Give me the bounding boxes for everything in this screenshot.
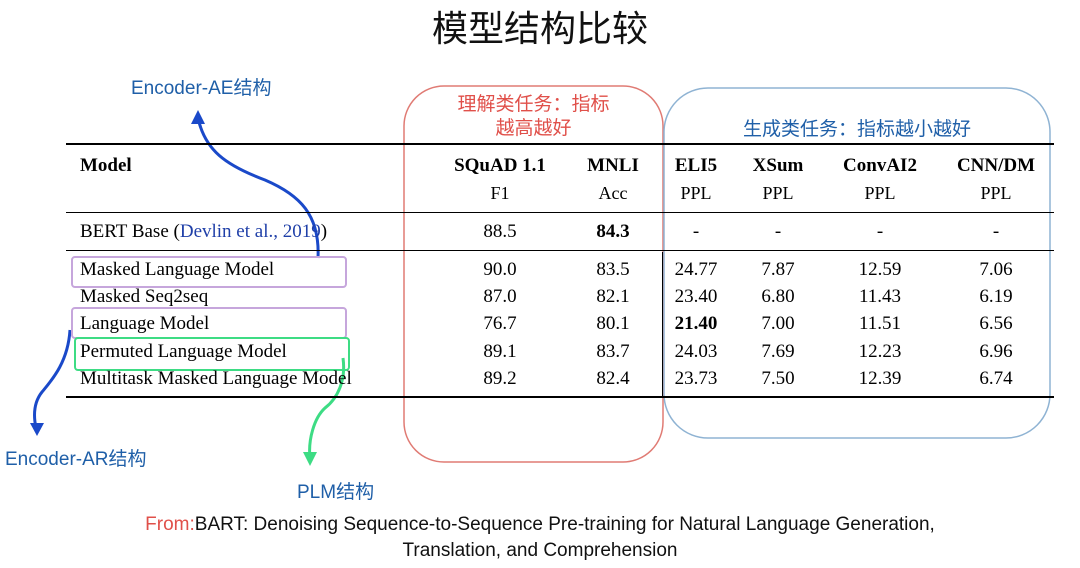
header-squad: SQuAD 1.1	[454, 155, 546, 176]
row-eli5: 23.40	[674, 286, 718, 307]
row-convai2: 11.43	[858, 286, 902, 307]
row-xsum: 7.00	[761, 313, 795, 334]
row-convai2: 12.39	[858, 368, 902, 389]
row-model: Permuted Language Model	[80, 341, 287, 362]
row-squad: 89.2	[483, 368, 517, 389]
header-convai2-metric: PPL	[864, 183, 896, 203]
understanding-label-line1: 理解类任务：指标	[457, 94, 610, 115]
plm-label: PLM结构	[297, 482, 375, 503]
encoder-ar-label: Encoder-AR结构	[5, 449, 147, 470]
citation-title-line1: BART: Denoising Sequence-to-Sequence Pre…	[194, 514, 935, 535]
row-xsum: 7.69	[761, 341, 795, 362]
row-model: Language Model	[80, 313, 210, 334]
encoder-ae-arrowhead	[191, 110, 205, 124]
baseline-model-prefix: BERT Base (	[80, 221, 180, 242]
row-squad: 87.0	[483, 286, 517, 307]
row-convai2: 12.23	[858, 341, 902, 362]
citation-from: From:	[145, 514, 195, 535]
encoder-ae-label: Encoder-AE结构	[131, 78, 272, 99]
citation: From:BART: Denoising Sequence-to-Sequenc…	[0, 512, 1080, 564]
encoder-ae-arrow	[196, 117, 320, 259]
table-header-rule	[66, 212, 1054, 213]
encoder-ar-arrow	[32, 329, 72, 429]
header-mnli: MNLI	[587, 155, 639, 176]
row-eli5: 21.40	[674, 313, 718, 334]
row-cnndm: 6.96	[979, 341, 1013, 362]
header-model: Model	[80, 155, 132, 176]
header-xsum: XSum	[752, 155, 804, 176]
baseline-mnli: 84.3	[596, 221, 630, 242]
row-convai2: 12.59	[858, 259, 902, 280]
row-model: Masked Seq2seq	[80, 286, 209, 307]
row-xsum: 7.50	[761, 368, 795, 389]
header-cnndm: CNN/DM	[956, 155, 1036, 176]
row-model: Multitask Masked Language Model	[80, 368, 352, 389]
row-eli5: 24.77	[674, 259, 718, 280]
header-xsum-metric: PPL	[762, 183, 794, 203]
understanding-label: 理解类任务：指标 越高越好	[404, 93, 663, 141]
row-cnndm: 6.74	[979, 368, 1013, 389]
header-squad-metric: F1	[490, 183, 510, 203]
plm-highlight-box	[74, 337, 350, 371]
table-column-separator	[662, 252, 663, 396]
row-model: Masked Language Model	[80, 259, 275, 280]
row-mnli: 82.4	[596, 368, 630, 389]
baseline-xsum: -	[774, 221, 782, 242]
baseline-model: BERT Base (Devlin et al., 2019)	[80, 221, 327, 243]
citation-line1: From:BART: Denoising Sequence-to-Sequenc…	[0, 512, 1080, 538]
table-top-rule	[66, 143, 1054, 145]
understanding-label-line2: 越高越好	[495, 118, 572, 139]
row-mnli: 83.7	[596, 341, 630, 362]
baseline-convai2: -	[876, 221, 884, 242]
row-eli5: 23.73	[674, 368, 718, 389]
understanding-region	[403, 85, 664, 463]
row-xsum: 6.80	[761, 286, 795, 307]
row-xsum: 7.87	[761, 259, 795, 280]
baseline-cnndm: -	[992, 221, 1000, 242]
header-cnndm-metric: PPL	[980, 183, 1012, 203]
row-cnndm: 6.56	[979, 313, 1013, 334]
generation-region	[663, 87, 1051, 439]
header-mnli-metric: Acc	[598, 183, 628, 203]
baseline-model-suffix: )	[320, 221, 328, 242]
row-mnli: 80.1	[596, 313, 630, 334]
row-mnli: 83.5	[596, 259, 630, 280]
header-eli5-metric: PPL	[680, 183, 712, 203]
citation-line2: Translation, and Comprehension	[402, 540, 678, 561]
table-bottom-rule	[66, 396, 1054, 398]
baseline-citation-link[interactable]: Devlin et al., 2019	[179, 221, 321, 242]
header-convai2: ConvAI2	[843, 155, 917, 176]
baseline-squad: 88.5	[483, 221, 517, 242]
ae-highlight-box-mlm	[71, 256, 347, 288]
page-title: 模型结构比较	[431, 9, 648, 50]
row-mnli: 82.1	[596, 286, 630, 307]
row-cnndm: 6.19	[979, 286, 1013, 307]
row-convai2: 11.51	[858, 313, 902, 334]
row-squad: 76.7	[483, 313, 517, 334]
table-baseline-rule	[66, 250, 1054, 251]
header-eli5: ELI5	[674, 155, 718, 176]
row-squad: 89.1	[483, 341, 517, 362]
plm-arrowhead	[303, 452, 317, 466]
generation-label: 生成类任务：指标越小越好	[742, 119, 971, 140]
baseline-eli5: -	[692, 221, 700, 242]
row-squad: 90.0	[483, 259, 517, 280]
row-eli5: 24.03	[674, 341, 718, 362]
plm-arrow	[308, 357, 346, 459]
row-cnndm: 7.06	[979, 259, 1013, 280]
encoder-ar-arrowhead	[30, 423, 44, 436]
